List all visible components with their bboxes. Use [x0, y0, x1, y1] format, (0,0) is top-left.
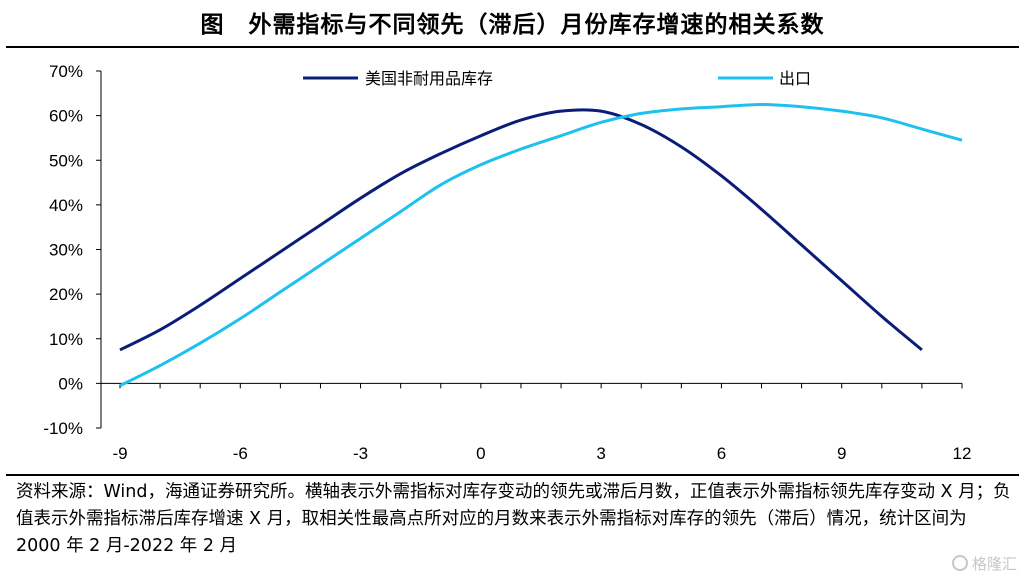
y-tick-label: 10%	[49, 330, 83, 349]
title-divider	[6, 46, 1019, 48]
source-divider	[6, 474, 1019, 476]
y-tick-label: 20%	[49, 285, 83, 304]
source-note: 资料来源：Wind，海通证券研究所。横轴表示外需指标对库存变动的领先或滞后月数，…	[16, 482, 1011, 556]
line-chart: 70% 60% 50% 40% 30% 20% 10% 0% -10% -9 -6 -3 0 3 6 9 12 美…	[43, 62, 972, 463]
chart-area: 70% 60% 50% 40% 30% 20% 10% 0% -10% -9 -6 -3 0 3 6 9 12 美…	[0, 48, 1025, 473]
x-tick-label: 6	[717, 444, 726, 463]
x-tick-label: 3	[596, 444, 605, 463]
watermark-text: 格隆汇	[971, 554, 1017, 573]
y-tick-label: 50%	[49, 151, 83, 170]
y-tick-label: 40%	[49, 196, 83, 215]
y-tick-label: -10%	[43, 419, 83, 438]
watermark-logo-icon	[951, 555, 968, 571]
x-tick-label: 12	[953, 444, 972, 463]
x-tick-label: -6	[233, 444, 248, 463]
chart-title: 图 外需指标与不同领先（滞后）月份库存增速的相关系数	[200, 11, 825, 38]
legend-label-2: 出口	[779, 70, 811, 88]
series-line-2	[119, 102, 963, 387]
y-tick-label: 0%	[58, 374, 83, 393]
y-tick-label: 70%	[49, 62, 83, 81]
series-line-1	[119, 108, 923, 352]
watermark: 格隆汇	[951, 553, 1017, 573]
x-tick-label: -3	[353, 444, 368, 463]
x-tick-label: 0	[476, 444, 485, 463]
y-tick-label: 60%	[49, 107, 83, 126]
x-tick-label: -9	[112, 444, 127, 463]
y-tick-label: 30%	[49, 241, 83, 260]
legend-label-1: 美国非耐用品库存	[365, 70, 493, 88]
x-tick-label: 9	[837, 444, 846, 463]
